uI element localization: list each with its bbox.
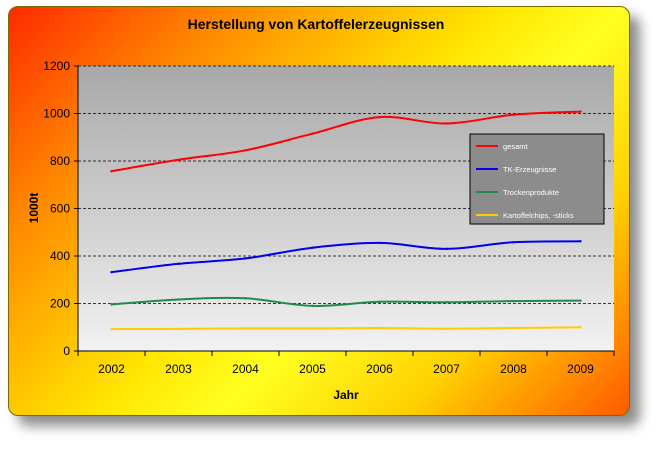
x-tick-label: 2009 [567,362,594,376]
data-point-kartoffelchips-sticks [445,327,448,330]
data-point-kartoffelchips-sticks [579,326,582,329]
data-point-gesamt [378,115,381,119]
x-tick-label: 2002 [98,362,125,376]
data-point-tk-erzeugnisse [311,246,314,249]
data-point-trockenprodukte [110,303,113,306]
x-tick-label: 2006 [366,362,393,376]
data-point-tk-erzeugnisse [110,270,113,274]
chart-title: Herstellung von Kartoffelerzeugnissen [188,16,445,32]
data-point-gesamt [445,122,448,125]
data-point-trockenprodukte [244,297,247,300]
data-point-gesamt [177,158,180,162]
legend-label-tk-erzeugnisse: TK-Erzeugnisse [503,165,556,174]
series-line-gesamt [111,110,581,173]
data-point-trockenprodukte [512,299,515,303]
data-point-trockenprodukte [378,300,381,304]
x-axis-title: Jahr [333,388,359,402]
data-point-kartoffelchips-sticks [311,327,314,330]
y-axis-title: 1000t [27,193,41,224]
legend-label-kartoffelchips-sticks: Kartoffelchips, -sticks [503,211,574,220]
y-tick-label: 400 [50,249,70,263]
series-line-tk-erzeugnisse [111,240,581,274]
data-point-tk-erzeugnisse [579,240,582,243]
data-point-kartoffelchips-sticks [512,326,515,330]
y-tick-label: 600 [50,202,70,216]
data-point-trockenprodukte [311,304,314,308]
x-tick-label: 2007 [433,362,460,376]
data-point-tk-erzeugnisse [512,241,515,244]
data-point-kartoffelchips-sticks [177,327,180,331]
axis-labels: 0 200 400 600 800 1000 1200 2002 2003 2004 2005 200… [43,59,594,376]
data-point-gesamt [512,113,515,116]
legend-box [469,133,605,225]
legend: gesamt TK-Erzeugnisse Trockenprodukte Karto… [469,133,605,225]
y-tick-label: 0 [63,344,70,358]
series-line-kartoffelchips-sticks [111,326,581,331]
data-point-gesamt [244,149,247,152]
series-group [110,110,582,331]
y-tick-label: 1000 [43,107,70,121]
data-point-gesamt [579,110,582,113]
data-point-tk-erzeugnisse [445,247,448,251]
data-point-trockenprodukte [177,298,180,301]
x-tick-label: 2005 [299,362,326,376]
data-point-kartoffelchips-sticks [110,327,113,331]
data-point-tk-erzeugnisse [177,262,180,266]
data-point-tk-erzeugnisse [244,257,247,260]
data-point-kartoffelchips-sticks [378,326,381,330]
data-point-kartoffelchips-sticks [244,327,247,330]
legend-label-trockenprodukte: Trockenprodukte [503,188,559,197]
legend-label-gesamt: gesamt [503,142,529,151]
y-tick-label: 800 [50,154,70,168]
data-point-gesamt [311,132,314,135]
data-point-gesamt [110,170,113,173]
y-tick-label: 1200 [43,59,70,73]
data-point-trockenprodukte [579,299,582,302]
data-point-tk-erzeugnisse [378,241,381,245]
x-tick-label: 2003 [165,362,192,376]
y-tick-label: 200 [50,297,70,311]
axes [74,65,615,356]
x-tick-label: 2008 [500,362,527,376]
x-tick-label: 2004 [232,362,259,376]
series-line-trockenprodukte [111,296,581,307]
data-point-trockenprodukte [445,301,448,304]
